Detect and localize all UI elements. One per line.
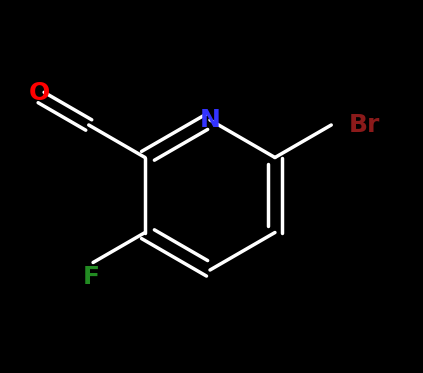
Text: Br: Br <box>349 113 381 137</box>
Text: N: N <box>200 108 220 132</box>
Text: F: F <box>82 264 99 288</box>
Text: O: O <box>28 81 50 106</box>
